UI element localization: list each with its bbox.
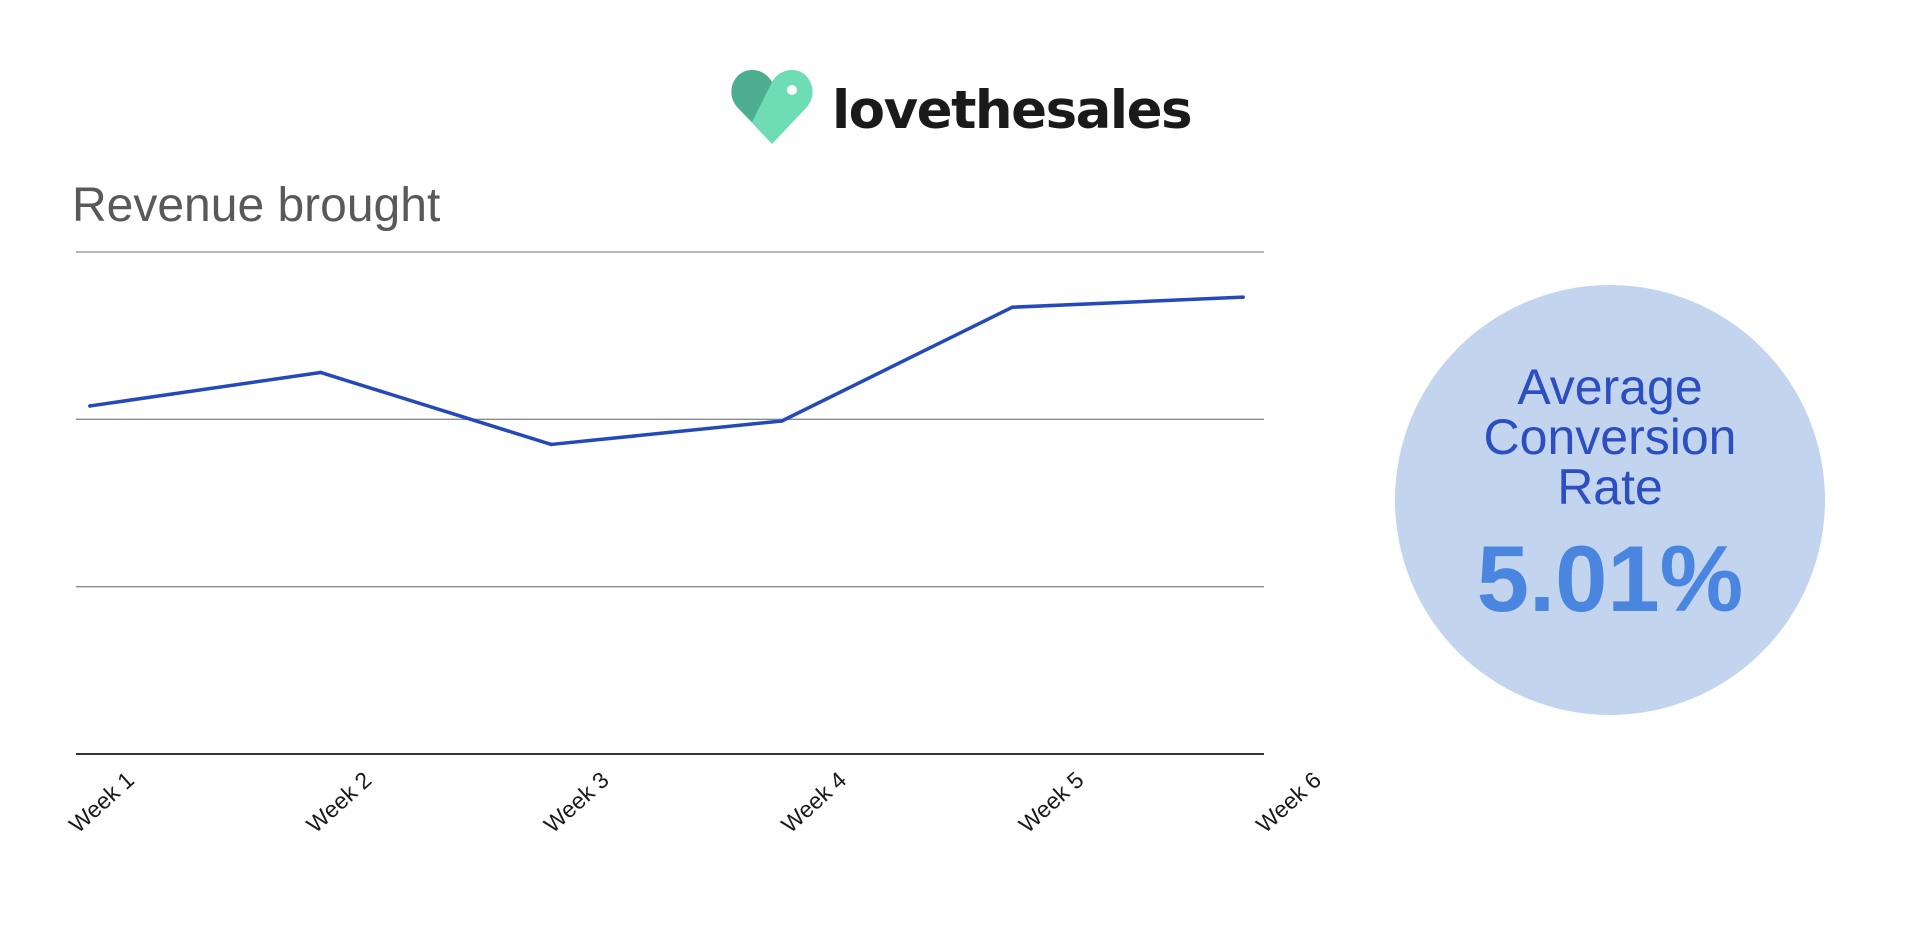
x-tick-label: Week 6 xyxy=(1251,766,1320,837)
data-point xyxy=(88,404,92,408)
conversion-rate-card: Average Conversion Rate 5.01% xyxy=(1395,285,1825,715)
brand-name: lovethesales xyxy=(832,79,1193,141)
chart-title: Revenue brought xyxy=(72,179,441,232)
x-tick-label: Week 4 xyxy=(776,766,851,837)
data-point xyxy=(780,419,784,423)
brand-logo: lovethesales xyxy=(728,62,1193,152)
series-line xyxy=(88,295,1245,447)
x-tick-label: Week 2 xyxy=(301,766,376,837)
conversion-rate-label: Average Conversion Rate xyxy=(1483,359,1737,515)
revenue-line-chart: Week 1 Week 2 Week 3 Week 4 Week 5 Week 6 xyxy=(64,251,1320,838)
heart-tag-icon xyxy=(731,70,813,144)
x-tick-label: Week 1 xyxy=(64,766,139,837)
data-point xyxy=(1010,305,1015,310)
data-point xyxy=(549,442,553,447)
data-point xyxy=(1241,295,1245,299)
x-tick-label: Week 3 xyxy=(539,766,614,837)
conversion-rate-value: 5.01% xyxy=(1476,526,1744,631)
data-point xyxy=(318,370,323,375)
x-tick-label: Week 5 xyxy=(1014,766,1089,837)
